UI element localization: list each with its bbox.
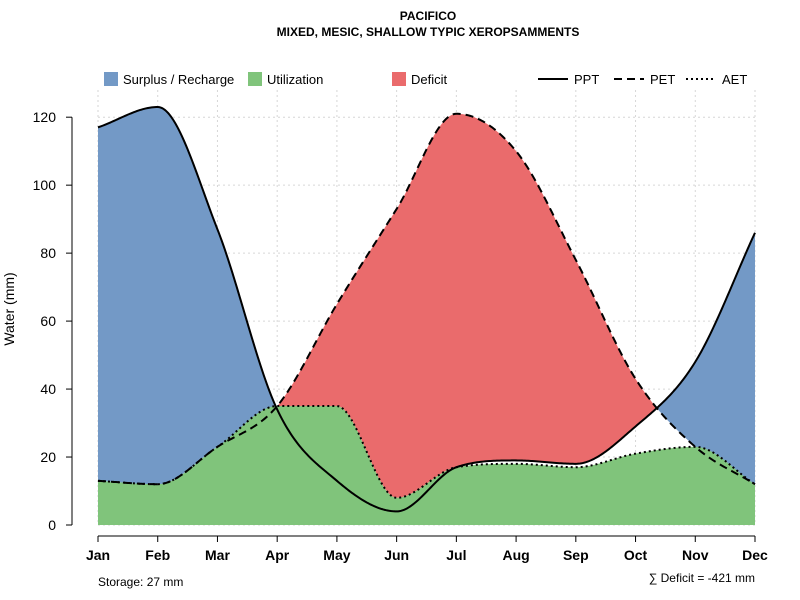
x-tick-label: Dec [742, 547, 768, 563]
legend-label: AET [722, 72, 747, 87]
chart-title: PACIFICO [400, 9, 456, 23]
storage-note: Storage: 27 mm [98, 575, 183, 589]
surplus-area [98, 106, 755, 485]
legend-label: Surplus / Recharge [123, 72, 234, 87]
y-tick-label: 0 [48, 517, 56, 533]
y-axis-label: Water (mm) [1, 272, 17, 345]
y-tick-label: 40 [40, 381, 56, 397]
series-line-aet [97, 405, 756, 499]
x-tick-label: Oct [624, 547, 648, 563]
y-tick-label: 80 [40, 245, 56, 261]
y-tick-label: 60 [40, 313, 56, 329]
x-tick-label: Mar [205, 547, 230, 563]
y-tick-label: 100 [33, 177, 57, 193]
x-tick-label: Sep [563, 547, 589, 563]
x-tick-label: Jan [86, 547, 110, 563]
x-tick-label: Feb [145, 547, 170, 563]
legend-swatch [104, 72, 118, 86]
legend-label: PET [650, 72, 675, 87]
axes: 0 20 40 60 80 100 120 Jan Feb Mar Apr May Jun Jul Aug S… [33, 109, 768, 563]
deficit-area [98, 106, 755, 498]
series-line-pet [97, 112, 756, 486]
legend-label: Deficit [411, 72, 448, 87]
series-line-ppt [97, 105, 756, 513]
y-tick-label: 120 [33, 109, 57, 125]
x-tick-label: Jul [446, 547, 466, 563]
legend: Surplus / Recharge Utilization Deficit PPT P… [104, 72, 747, 87]
legend-swatch [392, 72, 406, 86]
legend-label: Utilization [267, 72, 323, 87]
deficit-note: ∑ Deficit = -421 mm [649, 571, 755, 585]
x-tick-label: Nov [682, 547, 709, 563]
x-tick-label: Aug [502, 547, 529, 563]
x-tick-label: Jun [384, 547, 409, 563]
area-layer [98, 106, 755, 525]
utilization-area [98, 406, 755, 525]
legend-label: PPT [574, 72, 599, 87]
chart-subtitle: MIXED, MESIC, SHALLOW TYPIC XEROPSAMMENT… [277, 25, 580, 39]
y-tick-label: 20 [40, 449, 56, 465]
x-tick-label: Apr [265, 547, 290, 563]
x-tick-label: May [323, 547, 350, 563]
legend-swatch [248, 72, 262, 86]
line-layer [97, 105, 756, 513]
